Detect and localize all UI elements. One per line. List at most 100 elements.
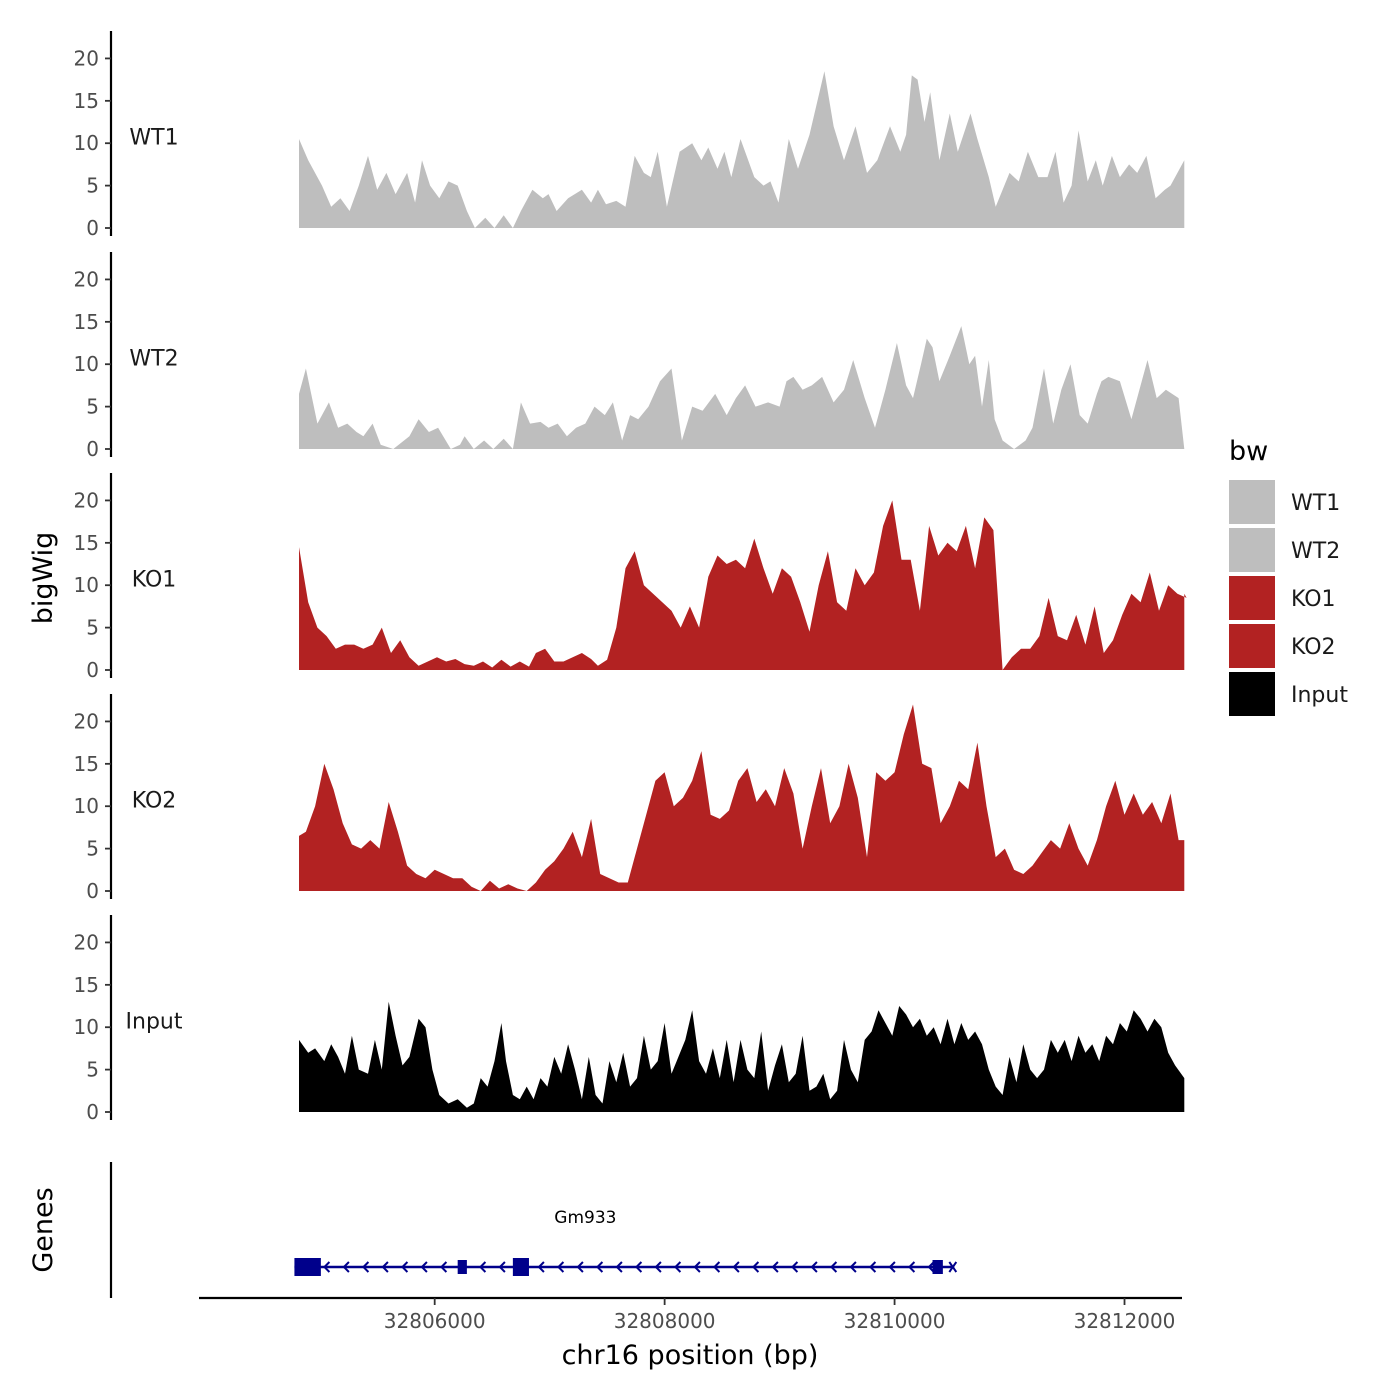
- y-tick-label-wt1-10: 10: [74, 131, 99, 155]
- tracks-group: 0 5 10 15 20 WT1 0 5 10 15 20 WT2 0 5 10 15 20 KO1 0 5 10 15 2…: [74, 31, 1187, 1124]
- y-tick-label-ko1-0: 0: [86, 658, 99, 682]
- y-tick-label-wt1-15: 15: [74, 89, 99, 113]
- y-tick-label-wt1-0: 0: [86, 216, 99, 240]
- y-tick-label-input-10: 10: [74, 1015, 99, 1039]
- gene-strand-chevron: [869, 1261, 877, 1273]
- gene-strand-chevron: [888, 1261, 896, 1273]
- gene-exon-3: [512, 1258, 529, 1276]
- y-tick-label-wt2-10: 10: [74, 352, 99, 376]
- track-ko1: 0 5 10 15 20 KO1: [74, 473, 1187, 682]
- x-tick-label-32808000: 32808000: [614, 1309, 716, 1333]
- gene-strand-chevron: [830, 1261, 838, 1273]
- y-tick-label-ko1-15: 15: [74, 531, 99, 555]
- area-series-input: [299, 1001, 1185, 1112]
- x-axis-title: chr16 position (bp): [562, 1340, 819, 1371]
- gene-strand-chevron: [557, 1261, 565, 1273]
- area-series-wt1: [299, 71, 1185, 228]
- x-tick-label-32810000: 32810000: [844, 1309, 946, 1333]
- y-tick-label-ko2-10: 10: [74, 794, 99, 818]
- track-ko2: 0 5 10 15 20 KO2: [74, 694, 1185, 903]
- gene-strand-chevron: [342, 1261, 350, 1273]
- legend-label-wt1: WT1: [1291, 491, 1340, 516]
- legend-title: bw: [1229, 436, 1268, 467]
- gene-strand-chevron: [401, 1261, 409, 1273]
- y-tick-label-ko1-5: 5: [86, 616, 99, 640]
- y-tick-label-input-20: 20: [74, 930, 99, 954]
- area-series-wt2: [299, 326, 1185, 449]
- gene-strand-chevron: [927, 1261, 935, 1273]
- gene-strand-chevron: [771, 1261, 779, 1273]
- legend-key-ko1: [1229, 576, 1275, 620]
- legend-key-wt2: [1229, 528, 1275, 572]
- y-tick-label-input-15: 15: [74, 973, 99, 997]
- x-tick-label-32806000: 32806000: [384, 1309, 486, 1333]
- y-tick-label-wt2-0: 0: [86, 437, 99, 461]
- x-axis: 32806000 32808000 32810000 32812000: [199, 1296, 1182, 1333]
- track-label-ko1: KO1: [132, 567, 177, 592]
- gene-strand-chevron: [713, 1261, 721, 1273]
- y-tick-label-ko2-20: 20: [74, 709, 99, 733]
- gene-panel: Gm933: [109, 1162, 958, 1298]
- legend: bw WT1 WT2 KO1 KO2 Input: [1229, 436, 1348, 716]
- legend-key-input: [1229, 672, 1275, 716]
- gene-strand-chevron: [420, 1261, 428, 1273]
- legend-label-ko2: KO2: [1291, 635, 1336, 660]
- gene-exon-2: [457, 1260, 467, 1274]
- gene-strand-chevron: [674, 1261, 682, 1273]
- gene-strand-chevron: [537, 1261, 545, 1273]
- track-input: 0 5 10 15 20 Input: [74, 915, 1185, 1124]
- gene-strand-chevron: [654, 1261, 662, 1273]
- gene-strand-chevron: [849, 1261, 857, 1273]
- gene-strand-chevron: [752, 1261, 760, 1273]
- legend-label-wt2: WT2: [1291, 539, 1340, 564]
- y-tick-label-wt2-15: 15: [74, 310, 99, 334]
- gene-exon-1: [294, 1258, 321, 1276]
- y-tick-label-ko2-15: 15: [74, 752, 99, 776]
- track-label-wt1: WT1: [129, 125, 178, 150]
- gene-exon-4: [932, 1260, 943, 1274]
- y-tick-label-ko1-20: 20: [74, 488, 99, 512]
- gene-strand-chevron: [440, 1261, 448, 1273]
- y-tick-label-wt2-5: 5: [86, 395, 99, 419]
- y-tick-label-input-5: 5: [86, 1058, 99, 1082]
- gene-strand-chevron: [323, 1261, 331, 1273]
- gene-strand-chevron: [791, 1261, 799, 1273]
- gene-strand-chevron: [635, 1261, 643, 1273]
- y-tick-label-wt1-5: 5: [86, 174, 99, 198]
- y-tick-label-ko1-10: 10: [74, 573, 99, 597]
- gene-strand-chevron: [732, 1261, 740, 1273]
- gene-strand-chevron: [615, 1261, 623, 1273]
- gene-strand-chevron: [810, 1261, 818, 1273]
- gene-strand-chevron: [576, 1261, 584, 1273]
- y-tick-label-ko2-0: 0: [86, 879, 99, 903]
- y-tick-label-ko2-5: 5: [86, 837, 99, 861]
- legend-label-ko1: KO1: [1291, 587, 1336, 612]
- track-label-input: Input: [126, 1009, 183, 1034]
- track-label-ko2: KO2: [132, 788, 177, 813]
- track-wt1: 0 5 10 15 20 WT1: [74, 31, 1185, 240]
- gene-strand-chevron: [596, 1261, 604, 1273]
- x-tick-label-32812000: 32812000: [1074, 1309, 1176, 1333]
- y-tick-label-input-0: 0: [86, 1100, 99, 1124]
- y-tick-label-wt1-20: 20: [74, 46, 99, 70]
- y-axis-title: bigWig: [28, 532, 59, 625]
- track-label-wt2: WT2: [129, 346, 178, 371]
- gene-strand-chevron: [362, 1261, 370, 1273]
- gene-strand-chevron: [908, 1261, 916, 1273]
- gene-strand-chevron: [381, 1261, 389, 1273]
- legend-key-ko2: [1229, 624, 1275, 668]
- area-series-ko2: [299, 704, 1185, 891]
- y-tick-label-wt2-20: 20: [74, 267, 99, 291]
- track-wt2: 0 5 10 15 20 WT2: [74, 252, 1185, 461]
- gene-strand-chevron: [498, 1261, 506, 1273]
- gene-label-gm933: Gm933: [554, 1208, 616, 1228]
- legend-label-input: Input: [1291, 683, 1348, 708]
- gene-strand-chevron: [693, 1261, 701, 1273]
- legend-key-wt1: [1229, 480, 1275, 524]
- genes-panel-title: Genes: [28, 1187, 59, 1272]
- area-series-ko1: [299, 500, 1187, 670]
- gene-glyphs: Gm933: [294, 1208, 958, 1276]
- gene-end-cap: [948, 1261, 958, 1273]
- gene-strand-chevron: [479, 1261, 487, 1273]
